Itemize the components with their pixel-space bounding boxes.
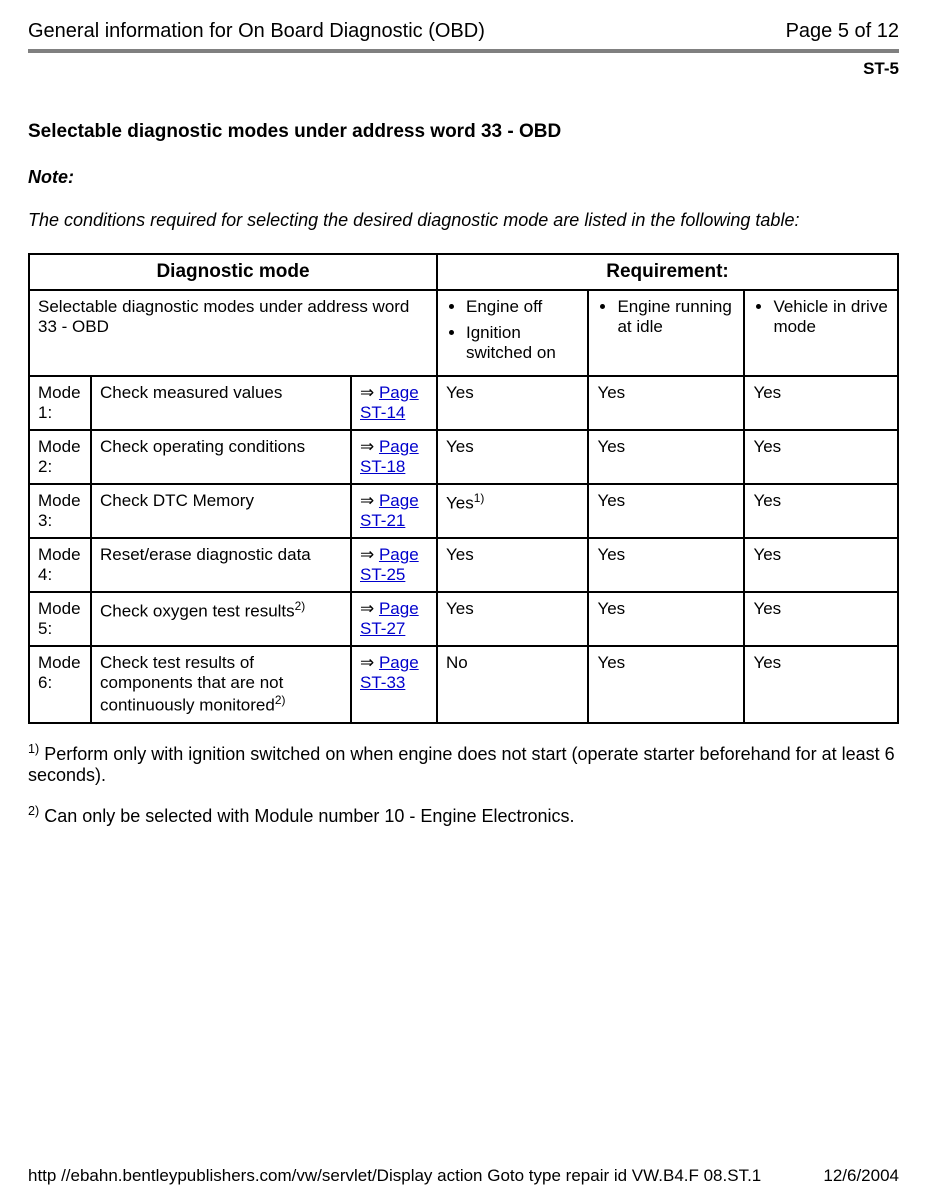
arrow-icon: ⇒ [360, 599, 379, 618]
req-col-header-1: Engine running at idle [588, 290, 744, 376]
table-header-row: Diagnostic mode Requirement: [29, 254, 898, 290]
table-row: Mode 6:Check test results of components … [29, 646, 898, 723]
req-cell-2: Yes [588, 538, 744, 592]
req-cell-1: Yes1) [437, 484, 588, 538]
req-cell-1: Yes [437, 592, 588, 646]
table-row: Mode 3:Check DTC Memory⇒ Page ST-21Yes1)… [29, 484, 898, 538]
arrow-icon: ⇒ [360, 437, 379, 456]
note-label: Note: [28, 167, 899, 188]
req-col-header-0: Engine off Ignition switched on [437, 290, 588, 376]
ref-cell: ⇒ Page ST-25 [351, 538, 437, 592]
req-cell-1: Yes [437, 538, 588, 592]
req-cell-1: Yes [437, 430, 588, 484]
ref-cell: ⇒ Page ST-18 [351, 430, 437, 484]
req-item: Vehicle in drive mode [773, 297, 889, 337]
req-cell-1: No [437, 646, 588, 723]
table-subheader-row: Selectable diagnostic modes under addres… [29, 290, 898, 376]
ref-cell: ⇒ Page ST-21 [351, 484, 437, 538]
mode-cell: Mode 4: [29, 538, 91, 592]
table-row: Mode 5:Check oxygen test results2)⇒ Page… [29, 592, 898, 646]
req-cell-3: Yes [744, 646, 898, 723]
req-item: Engine running at idle [617, 297, 735, 337]
footnote-2: 2) Can only be selected with Module numb… [28, 804, 899, 827]
page-number: Page 5 of 12 [786, 20, 899, 43]
footer-url: http //ebahn.bentleypublishers.com/vw/se… [28, 1166, 761, 1186]
mode-cell: Mode 3: [29, 484, 91, 538]
page-footer: http //ebahn.bentleypublishers.com/vw/se… [28, 1166, 899, 1186]
table-row: Mode 1:Check measured values⇒ Page ST-14… [29, 376, 898, 430]
col-header-req: Requirement: [437, 254, 898, 290]
req-cell-3: Yes [744, 484, 898, 538]
desc-cell: Reset/erase diagnostic data [91, 538, 351, 592]
req-cell-2: Yes [588, 376, 744, 430]
section-title: Selectable diagnostic modes under addres… [28, 121, 899, 143]
mode-cell: Mode 5: [29, 592, 91, 646]
req-item: Engine off [466, 297, 579, 317]
req-item: Ignition switched on [466, 323, 579, 363]
arrow-icon: ⇒ [360, 653, 379, 672]
sub-title-cell: Selectable diagnostic modes under addres… [29, 290, 437, 376]
doc-title: General information for On Board Diagnos… [28, 20, 485, 43]
ref-cell: ⇒ Page ST-14 [351, 376, 437, 430]
desc-cell: Check operating conditions [91, 430, 351, 484]
desc-cell: Check test results of components that ar… [91, 646, 351, 723]
table-row: Mode 4:Reset/erase diagnostic data⇒ Page… [29, 538, 898, 592]
req-cell-3: Yes [744, 538, 898, 592]
col-header-diag: Diagnostic mode [29, 254, 437, 290]
ref-cell: ⇒ Page ST-27 [351, 592, 437, 646]
ref-cell: ⇒ Page ST-33 [351, 646, 437, 723]
page-header: General information for On Board Diagnos… [28, 20, 899, 53]
req-cell-1: Yes [437, 376, 588, 430]
req-cell-3: Yes [744, 592, 898, 646]
req-cell-2: Yes [588, 484, 744, 538]
desc-cell: Check measured values [91, 376, 351, 430]
req-cell-2: Yes [588, 430, 744, 484]
arrow-icon: ⇒ [360, 545, 379, 564]
section-code: ST-5 [28, 59, 899, 79]
req-cell-2: Yes [588, 592, 744, 646]
arrow-icon: ⇒ [360, 383, 379, 402]
desc-cell: Check oxygen test results2) [91, 592, 351, 646]
arrow-icon: ⇒ [360, 491, 379, 510]
mode-cell: Mode 6: [29, 646, 91, 723]
diagnostic-table: Diagnostic mode Requirement: Selectable … [28, 253, 899, 724]
desc-cell: Check DTC Memory [91, 484, 351, 538]
note-text: The conditions required for selecting th… [28, 210, 899, 231]
req-cell-2: Yes [588, 646, 744, 723]
footer-date: 12/6/2004 [823, 1166, 899, 1186]
table-row: Mode 2:Check operating conditions⇒ Page … [29, 430, 898, 484]
req-col-header-2: Vehicle in drive mode [744, 290, 898, 376]
req-cell-3: Yes [744, 376, 898, 430]
footnote-1: 1) Perform only with ignition switched o… [28, 742, 899, 786]
mode-cell: Mode 2: [29, 430, 91, 484]
mode-cell: Mode 1: [29, 376, 91, 430]
req-cell-3: Yes [744, 430, 898, 484]
